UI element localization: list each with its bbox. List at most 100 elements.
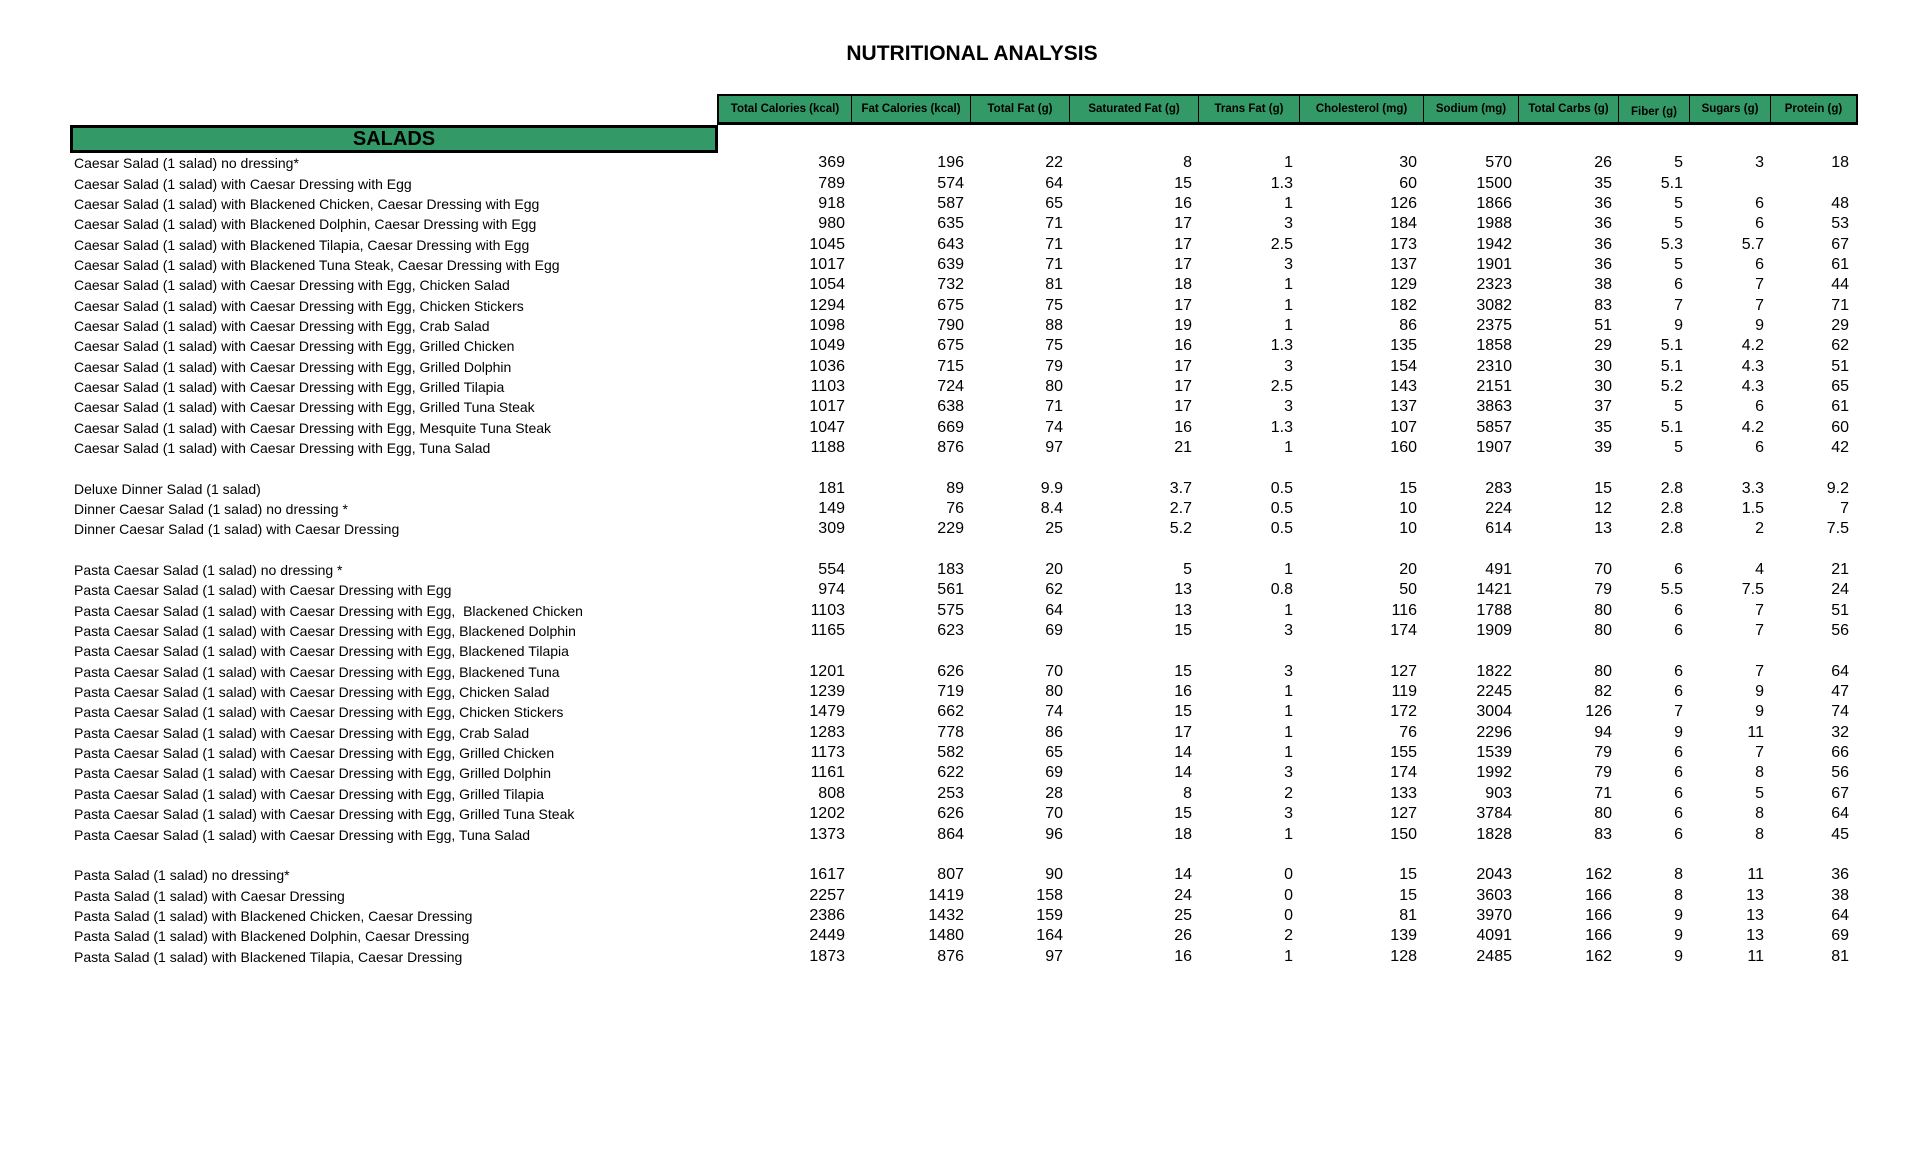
row-label: Caesar Salad (1 salad) with Blackened Do… [74, 216, 537, 233]
cell-total-calories-kcal: 1161 [810, 764, 845, 782]
cell-trans-fat-g: 0.5 [1270, 500, 1293, 518]
cell-total-fat-g: 28 [1045, 784, 1063, 802]
cell-total-calories-kcal: 1239 [809, 683, 845, 701]
cell-trans-fat-g: 3 [1284, 215, 1293, 233]
cell-total-fat-g: 80 [1045, 683, 1063, 701]
cell-protein-g: 65 [1831, 377, 1849, 395]
cell-total-calories-kcal: 1201 [809, 662, 845, 680]
cell-protein-g: 42 [1831, 438, 1849, 456]
cell-sugars-g: 2 [1755, 520, 1764, 538]
cell-protein-g: 61 [1831, 255, 1849, 273]
cell-total-carbs-g: 13 [1594, 520, 1612, 538]
cell-total-calories-kcal: 808 [818, 784, 845, 802]
cell-total-calories-kcal: 2449 [809, 927, 845, 945]
cell-fiber-g: 6 [1674, 825, 1683, 843]
table-row: Pasta Salad (1 salad) with Caesar Dressi… [70, 885, 1854, 905]
cell-trans-fat-g: 2 [1284, 927, 1293, 945]
table-row: Pasta Caesar Salad (1 salad) with Caesar… [70, 723, 1854, 743]
cell-sugars-g: 4.2 [1741, 337, 1764, 355]
cell-sugars-g: 4 [1755, 561, 1764, 579]
column-header-row: Total Calories (kcal) Fat Calories (kcal)… [717, 94, 1858, 125]
cell-cholesterol-mg: 174 [1390, 764, 1417, 782]
cell-fat-calories-kcal: 253 [937, 784, 964, 802]
cell-saturated-fat-g: 17 [1174, 357, 1192, 375]
section-header-salads: SALADS [70, 125, 718, 153]
table-row: Pasta Caesar Salad (1 salad) with Caesar… [70, 804, 1854, 824]
cell-fat-calories-kcal: 778 [937, 723, 964, 741]
cell-trans-fat-g: 1 [1284, 947, 1293, 965]
cell-cholesterol-mg: 172 [1390, 703, 1417, 721]
cell-sugars-g: 7 [1755, 622, 1764, 640]
cell-fiber-g: 2.8 [1660, 479, 1683, 497]
cell-saturated-fat-g: 25 [1174, 906, 1192, 924]
table-row: Pasta Caesar Salad (1 salad) no dressing… [70, 560, 1854, 580]
cell-saturated-fat-g: 8 [1183, 154, 1192, 172]
cell-fat-calories-kcal: 622 [937, 764, 964, 782]
cell-saturated-fat-g: 5.2 [1169, 520, 1192, 538]
table-row: Pasta Caesar Salad (1 salad) with Caesar… [70, 621, 1854, 641]
cell-total-calories-kcal: 980 [818, 215, 845, 233]
table-row: Pasta Salad (1 salad) with Blackened Dol… [70, 926, 1854, 946]
column-header: Total Carbs (g) [1519, 96, 1619, 122]
cell-protein-g: 74 [1831, 703, 1849, 721]
cell-protein-g: 56 [1831, 622, 1849, 640]
cell-cholesterol-mg: 139 [1390, 927, 1417, 945]
table-row [70, 540, 1854, 560]
cell-total-calories-kcal: 1098 [809, 316, 845, 334]
cell-total-calories-kcal: 1173 [810, 744, 845, 762]
cell-saturated-fat-g: 14 [1174, 764, 1192, 782]
cell-total-carbs-g: 36 [1594, 255, 1612, 273]
cell-cholesterol-mg: 129 [1390, 276, 1417, 294]
cell-trans-fat-g: 1.3 [1270, 174, 1293, 192]
cell-fiber-g: 6 [1674, 662, 1683, 680]
row-label: Pasta Caesar Salad (1 salad) with Caesar… [74, 765, 551, 782]
cell-fiber-g: 7 [1674, 703, 1683, 721]
cell-total-carbs-g: 166 [1585, 927, 1612, 945]
column-header: Trans Fat (g) [1199, 96, 1300, 122]
table-row: Pasta Caesar Salad (1 salad) with Caesar… [70, 824, 1854, 844]
cell-protein-g: 53 [1831, 215, 1849, 233]
cell-saturated-fat-g: 16 [1174, 418, 1192, 436]
cell-total-fat-g: 164 [1036, 927, 1063, 945]
row-label: Caesar Salad (1 salad) with Blackened Tu… [74, 256, 560, 273]
cell-cholesterol-mg: 126 [1390, 194, 1417, 212]
cell-trans-fat-g: 0 [1284, 866, 1293, 884]
cell-total-calories-kcal: 1054 [809, 276, 845, 294]
cell-total-carbs-g: 79 [1594, 581, 1612, 599]
cell-total-calories-kcal: 554 [818, 561, 845, 579]
cell-sugars-g: 9 [1755, 703, 1764, 721]
cell-total-fat-g: 75 [1045, 296, 1063, 314]
cell-sugars-g: 3 [1755, 154, 1764, 172]
cell-protein-g: 21 [1831, 561, 1849, 579]
cell-total-calories-kcal: 1202 [809, 805, 845, 823]
cell-sodium-mg: 1788 [1476, 601, 1512, 619]
cell-total-fat-g: 22 [1045, 154, 1063, 172]
cell-total-fat-g: 69 [1045, 764, 1063, 782]
cell-total-carbs-g: 30 [1594, 377, 1612, 395]
cell-total-calories-kcal: 918 [818, 194, 845, 212]
cell-cholesterol-mg: 128 [1390, 947, 1417, 965]
cell-sugars-g: 8 [1755, 764, 1764, 782]
column-header: Total Calories (kcal) [719, 96, 852, 122]
cell-sodium-mg: 224 [1485, 500, 1512, 518]
cell-total-calories-kcal: 1617 [809, 866, 845, 884]
cell-total-calories-kcal: 2257 [809, 886, 845, 904]
table-row: Pasta Caesar Salad (1 salad) with Caesar… [70, 763, 1854, 783]
cell-cholesterol-mg: 107 [1390, 418, 1417, 436]
cell-saturated-fat-g: 19 [1174, 316, 1192, 334]
cell-total-carbs-g: 38 [1594, 276, 1612, 294]
cell-saturated-fat-g: 16 [1174, 683, 1192, 701]
cell-fat-calories-kcal: 732 [937, 276, 964, 294]
column-header: Protein (g) [1784, 103, 1843, 115]
cell-protein-g: 29 [1831, 316, 1849, 334]
cell-fat-calories-kcal: 719 [937, 683, 964, 701]
cell-total-calories-kcal: 789 [818, 174, 845, 192]
row-label: Pasta Salad (1 salad) no dressing* [74, 867, 290, 884]
cell-trans-fat-g: 1 [1284, 296, 1293, 314]
cell-saturated-fat-g: 15 [1174, 703, 1192, 721]
table-row: Pasta Salad (1 salad) with Blackened Chi… [70, 906, 1854, 926]
cell-cholesterol-mg: 60 [1399, 174, 1417, 192]
cell-total-calories-kcal: 1045 [809, 235, 845, 253]
cell-protein-g: 32 [1831, 723, 1849, 741]
table-row: Pasta Caesar Salad (1 salad) with Caesar… [70, 784, 1854, 804]
